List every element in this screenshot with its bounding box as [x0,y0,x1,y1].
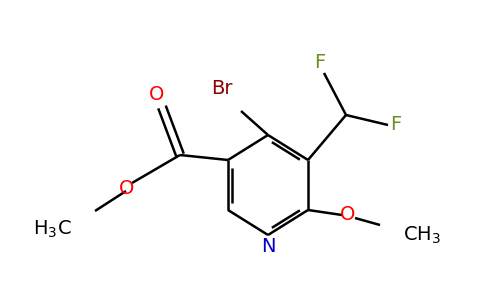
Text: O: O [119,179,134,199]
Text: CH$_3$: CH$_3$ [403,224,441,246]
Text: H$_3$C: H$_3$C [33,218,72,240]
Text: F: F [315,53,326,73]
Text: F: F [391,116,402,134]
Text: O: O [149,85,165,104]
Text: N: N [261,238,275,256]
Text: Br: Br [211,80,233,98]
Text: O: O [340,206,356,224]
